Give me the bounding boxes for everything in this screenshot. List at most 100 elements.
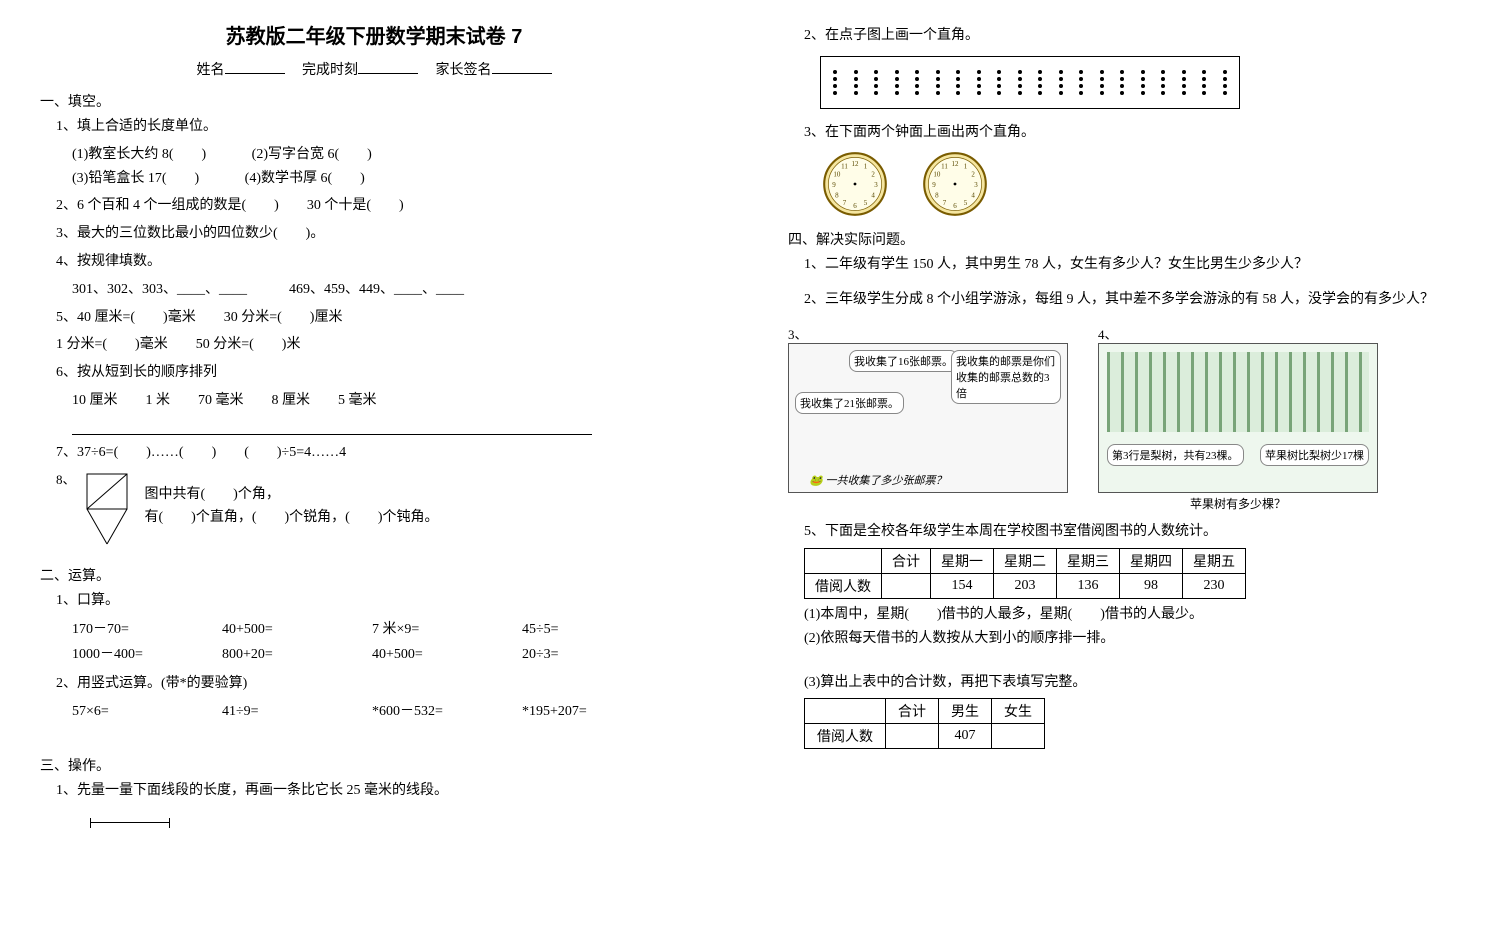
q4a: 301、302、303、____、____ 469、459、449、____、_… bbox=[72, 278, 708, 302]
dot bbox=[1038, 70, 1042, 74]
p3b3: 我收集了21张邮票。 bbox=[795, 392, 904, 414]
angle-svg bbox=[82, 469, 137, 549]
dot-row bbox=[833, 84, 1227, 88]
dot bbox=[1223, 84, 1227, 88]
dot bbox=[1161, 70, 1165, 74]
name-blank bbox=[225, 60, 285, 74]
right-column: 2、在点子图上画一个直角。 3、在下面两个钟面上画出两个直角。 12 12 3 4 5 6… bbox=[748, 0, 1496, 945]
rq2: 2、在点子图上画一个直角。 bbox=[804, 24, 1456, 48]
story4-box: 第3行是梨树，共有23棵。 苹果树比梨树少17棵 bbox=[1098, 343, 1378, 493]
p5c: (3)算出上表中的合计数，再把下表填写完整。 bbox=[804, 671, 1456, 695]
gt-v0 bbox=[886, 724, 939, 749]
dot bbox=[1059, 84, 1063, 88]
q1b: (2)写字台宽 6( ) bbox=[252, 147, 372, 162]
left-column: 苏教版二年级下册数学期末试卷 7 姓名 完成时刻 家长签名 一、填空。 1、填上… bbox=[0, 0, 748, 945]
dot bbox=[833, 77, 837, 81]
gender-table: 合计 男生 女生 借阅人数 407 bbox=[804, 698, 1045, 749]
dot bbox=[1059, 70, 1063, 74]
dot bbox=[1038, 84, 1042, 88]
story4: 4、 第3行是梨树，共有23棵。 苹果树比梨树少17棵 苹果树有多少棵？ bbox=[1098, 324, 1378, 512]
dot bbox=[936, 70, 940, 74]
sec4-heading: 四、解决实际问题。 bbox=[788, 229, 1456, 249]
dot bbox=[1079, 84, 1083, 88]
dot bbox=[1059, 91, 1063, 95]
q3: 3、最大的三位数比最小的四位数少( )。 bbox=[56, 222, 708, 246]
dot bbox=[854, 91, 858, 95]
dot bbox=[1018, 77, 1022, 81]
r1d: 45÷5= bbox=[522, 617, 632, 642]
time-label: 完成时刻 bbox=[302, 63, 358, 78]
name-label: 姓名 bbox=[197, 63, 225, 78]
svg-text:6: 6 bbox=[853, 201, 857, 209]
r2a: 1000－400= bbox=[72, 642, 182, 667]
dot bbox=[1223, 70, 1227, 74]
q6a: 10 厘米 1 米 70 毫米 8 厘米 5 毫米 bbox=[72, 389, 708, 413]
dot bbox=[1120, 84, 1124, 88]
dot bbox=[1202, 70, 1206, 74]
bt-v1: 154 bbox=[931, 573, 994, 598]
rq3: 3、在下面两个钟面上画出两个直角。 bbox=[804, 121, 1456, 145]
svg-text:11: 11 bbox=[841, 162, 848, 170]
sign-blank bbox=[492, 60, 552, 74]
dot bbox=[1059, 77, 1063, 81]
dot bbox=[997, 91, 1001, 95]
dot bbox=[833, 91, 837, 95]
sec2-heading: 二、运算。 bbox=[40, 565, 708, 585]
q8: 8、 bbox=[56, 469, 76, 491]
svg-text:1: 1 bbox=[964, 162, 968, 170]
dot bbox=[915, 70, 919, 74]
svg-text:3: 3 bbox=[874, 180, 878, 188]
dot bbox=[1182, 77, 1186, 81]
page-title: 苏教版二年级下册数学期末试卷 7 bbox=[40, 20, 708, 49]
dot bbox=[1100, 77, 1104, 81]
dot bbox=[895, 84, 899, 88]
dot bbox=[1038, 77, 1042, 81]
calc-row2: 1000－400= 800+20= 40+500= 20÷3= bbox=[72, 642, 708, 667]
q8-row: 8、 图中共有( )个角， 有( )个直角，( )个锐角，( )个钝角。 bbox=[56, 469, 708, 558]
r2c: 40+500= bbox=[372, 642, 482, 667]
dot bbox=[895, 70, 899, 74]
dot bbox=[1018, 70, 1022, 74]
r3d: *195+207= bbox=[522, 699, 632, 724]
r3c: *600－532= bbox=[372, 699, 482, 724]
q4: 4、按规律填数。 bbox=[56, 250, 708, 274]
p4-num: 4、 bbox=[1098, 327, 1118, 342]
r3b: 41÷9= bbox=[222, 699, 332, 724]
gt-v1: 407 bbox=[939, 724, 992, 749]
dot bbox=[956, 77, 960, 81]
svg-text:12: 12 bbox=[952, 159, 960, 167]
p3b1: 我收集了16张邮票。 bbox=[849, 350, 958, 372]
svg-text:5: 5 bbox=[964, 199, 968, 207]
dot bbox=[1182, 91, 1186, 95]
p4b2: 苹果树比梨树少17棵 bbox=[1260, 444, 1369, 466]
dot-row bbox=[833, 91, 1227, 95]
dot bbox=[956, 84, 960, 88]
q2: 2、6 个百和 4 个一组成的数是( ) 30 个十是( ) bbox=[56, 194, 708, 218]
dot bbox=[1018, 91, 1022, 95]
sec1-heading: 一、填空。 bbox=[40, 91, 708, 111]
svg-text:2: 2 bbox=[971, 170, 975, 178]
p5b: (2)依照每天借书的人数按从大到小的顺序排一排。 bbox=[804, 627, 1456, 651]
svg-text:7: 7 bbox=[843, 199, 847, 207]
q6: 6、按从短到长的顺序排列 bbox=[56, 361, 708, 385]
dot bbox=[1079, 77, 1083, 81]
svg-text:4: 4 bbox=[871, 191, 875, 199]
dot bbox=[1100, 91, 1104, 95]
dot bbox=[1161, 91, 1165, 95]
dot bbox=[1141, 84, 1145, 88]
dot bbox=[997, 84, 1001, 88]
bt-rl: 借阅人数 bbox=[805, 573, 882, 598]
dot bbox=[936, 84, 940, 88]
dot-grid bbox=[820, 56, 1240, 109]
dot bbox=[977, 91, 981, 95]
gt-h1: 合计 bbox=[886, 699, 939, 724]
dot bbox=[1120, 77, 1124, 81]
p3q: 🐸 一共收集了多少张邮票？ bbox=[809, 472, 946, 488]
bt-h5: 星期四 bbox=[1120, 548, 1183, 573]
q5a: 5、40 厘米=( )毫米 30 分米=( )厘米 bbox=[56, 306, 708, 330]
dot bbox=[1202, 84, 1206, 88]
dot bbox=[874, 70, 878, 74]
bt-v2: 203 bbox=[994, 573, 1057, 598]
gt-h0 bbox=[805, 699, 886, 724]
q1a: (1)教室长大约 8( ) bbox=[72, 147, 206, 162]
